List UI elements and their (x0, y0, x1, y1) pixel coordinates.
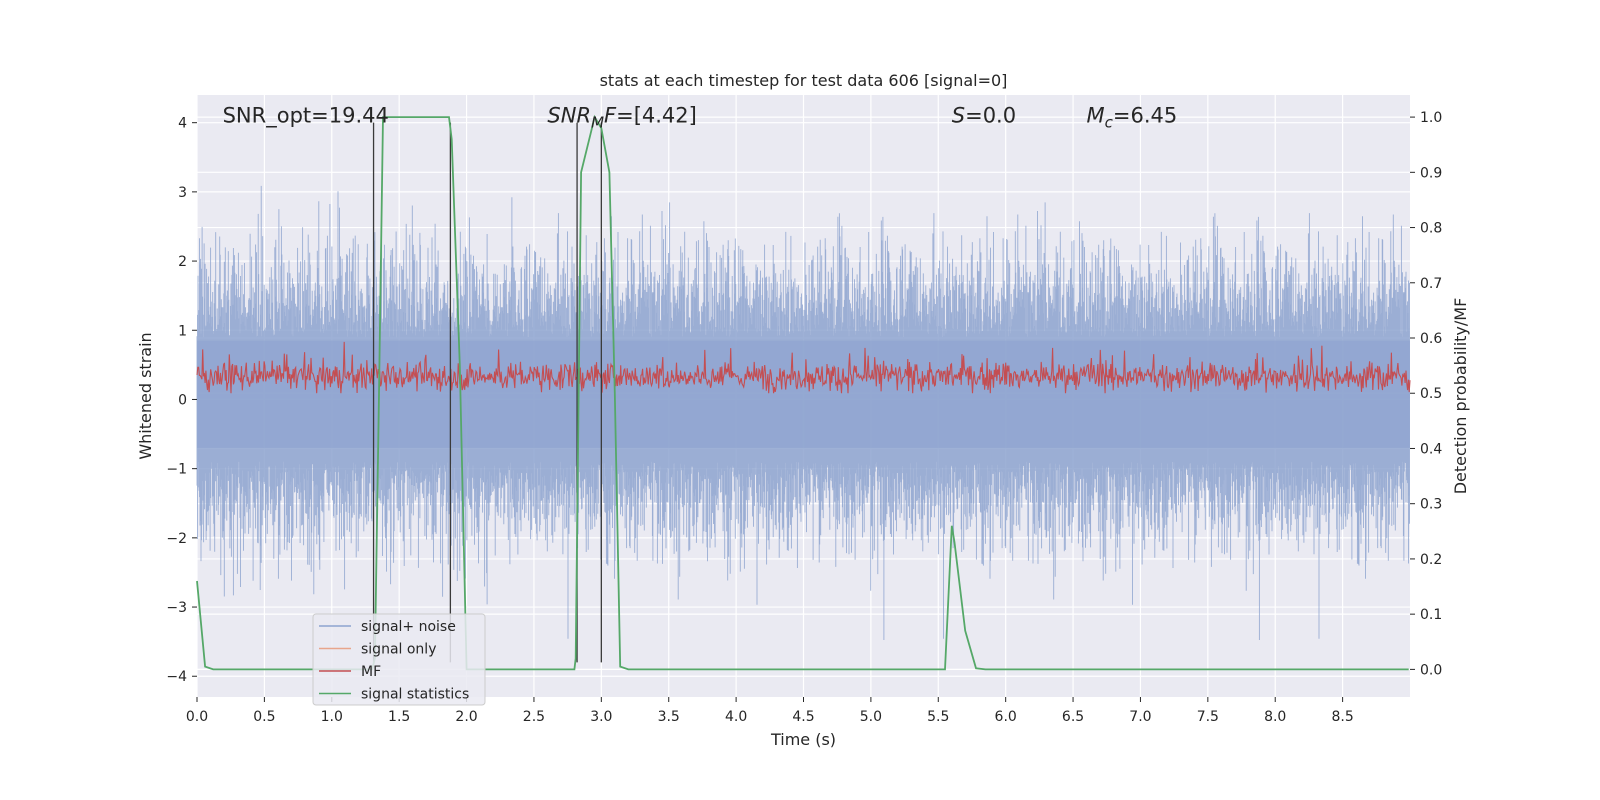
legend-label-mf: MF (361, 664, 381, 680)
signal-statistics-line (196, 114, 1409, 671)
x-tick-label: 7.5 (1197, 709, 1219, 725)
y-right-tick-label: 0.6 (1420, 331, 1442, 347)
x-tick-label: 1.0 (321, 709, 343, 725)
y-left-tick-label: −4 (166, 669, 187, 685)
y-left-tick-label: 0 (178, 392, 187, 408)
y-right-tick-label: 0.7 (1420, 276, 1442, 292)
y-right-tick-label: 0.8 (1420, 221, 1442, 237)
y-left-tick-label: 4 (178, 116, 187, 132)
y-left-tick-label: −3 (166, 600, 187, 616)
x-tick-label: 5.0 (860, 709, 882, 725)
x-tick-label: 6.5 (1062, 709, 1084, 725)
y-right-tick-label: 0.4 (1420, 441, 1442, 457)
annotation-text: SNRMF=[4.42] (547, 104, 696, 132)
annotation-text: S=0.0 (952, 104, 1016, 128)
x-tick-label: 6.0 (995, 709, 1017, 725)
annotations: SNR_opt=19.44 SNRMF=[4.42] S=0.0 Mc=6.45 (223, 104, 1178, 132)
x-tick-label: 1.5 (388, 709, 410, 725)
y-left-tick-label: −2 (166, 531, 187, 547)
legend-label-signal-only: signal only (361, 642, 436, 658)
y-right-tick-label: 0.1 (1420, 607, 1442, 623)
x-tick-label: 7.0 (1129, 709, 1151, 725)
x-tick-label: 3.5 (658, 709, 680, 725)
legend-label-signal-noise: signal+ noise (361, 619, 456, 635)
legend-label-signal-statistics: signal statistics (361, 687, 469, 703)
y-left-tick-label: −1 (166, 462, 187, 478)
mf-line (196, 341, 1411, 394)
legend-box (312, 613, 486, 706)
x-tick-label: 2.0 (455, 709, 477, 725)
ticks: 0.0 0.5 1.0 1.5 2.0 2.5 3.0 3.5 4.0 4.5 5.0 5.5 6.0 6… (166, 110, 1442, 725)
x-tick-label: 3.0 (590, 709, 612, 725)
x-tick-label: 8.0 (1264, 709, 1286, 725)
y-left-tick-label: 3 (178, 185, 187, 201)
mf-series (196, 341, 1411, 394)
y-right-tick-label: 0.0 (1420, 662, 1442, 678)
signal-noise-core (197, 340, 1410, 448)
y-right-tick-label: 0.5 (1420, 386, 1442, 402)
y-right-tick-label: 0.2 (1420, 552, 1442, 568)
x-tick-label: 0.5 (253, 709, 275, 725)
x-tick-label: 0.0 (186, 709, 208, 725)
signal-noise-series (196, 185, 1410, 640)
x-axis-label: Time (s) (770, 730, 836, 749)
signal-statistics-series (196, 114, 1409, 671)
x-tick-label: 8.5 (1331, 709, 1353, 725)
y-axis-label-left: Whitened strain (136, 332, 155, 459)
y-axis-label-right: Detection probability/MF (1451, 298, 1470, 495)
x-tick-label: 2.5 (523, 709, 545, 725)
x-tick-label: 5.5 (927, 709, 949, 725)
y-left-tick-label: 1 (178, 323, 187, 339)
annotation-text: Mc=6.45 (1087, 104, 1178, 132)
x-tick-label: 4.5 (792, 709, 814, 725)
x-tick-label: 4.0 (725, 709, 747, 725)
y-right-tick-label: 0.9 (1420, 165, 1442, 181)
chart-title: stats at each timestep for test data 606… (600, 71, 1008, 90)
y-right-tick-label: 0.3 (1420, 497, 1442, 513)
y-left-tick-label: 2 (178, 254, 187, 270)
legend: signal+ noise signal only MF signal stat… (312, 613, 486, 706)
annotation-text: SNR_opt=19.44 (223, 104, 389, 129)
y-right-tick-label: 1.0 (1420, 110, 1442, 126)
